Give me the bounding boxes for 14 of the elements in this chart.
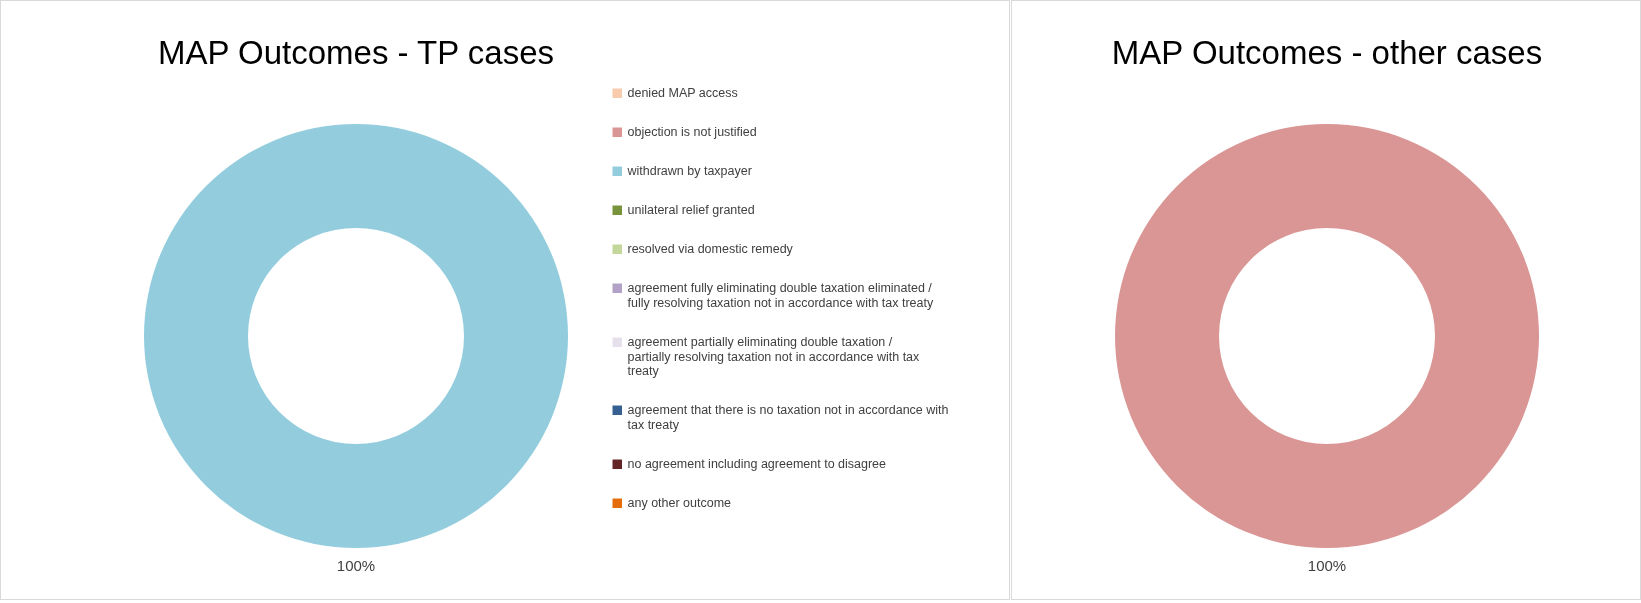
- legend-label: any other outcome: [627, 496, 732, 511]
- legend-label: denied MAP access: [627, 86, 738, 101]
- chart-title: MAP Outcomes - other cases: [1111, 34, 1543, 71]
- chart-title: MAP Outcomes - TP cases: [157, 34, 555, 71]
- legend-label: resolved via domestic remedy: [627, 242, 794, 257]
- legend-label: agreement that there is no taxation not in accordance with tax treaty: [627, 403, 949, 432]
- legend-label: objection is not justified: [627, 125, 757, 140]
- legend-label: unilateral relief granted: [627, 203, 755, 218]
- legend-label: agreement fully eliminating double taxation eliminated / fully resolving taxation not in accordance with tax treaty: [627, 281, 934, 310]
- legend-label: withdrawn by taxpayer: [626, 164, 752, 179]
- legend-label: no agreement including agreement to disagree: [627, 457, 887, 472]
- data-label: 100%: [336, 557, 376, 574]
- data-label: 100%: [1307, 557, 1347, 574]
- legend-label: agreement partially eliminating double taxation / partially resolving taxation not in accordance with tax treaty: [627, 335, 921, 379]
